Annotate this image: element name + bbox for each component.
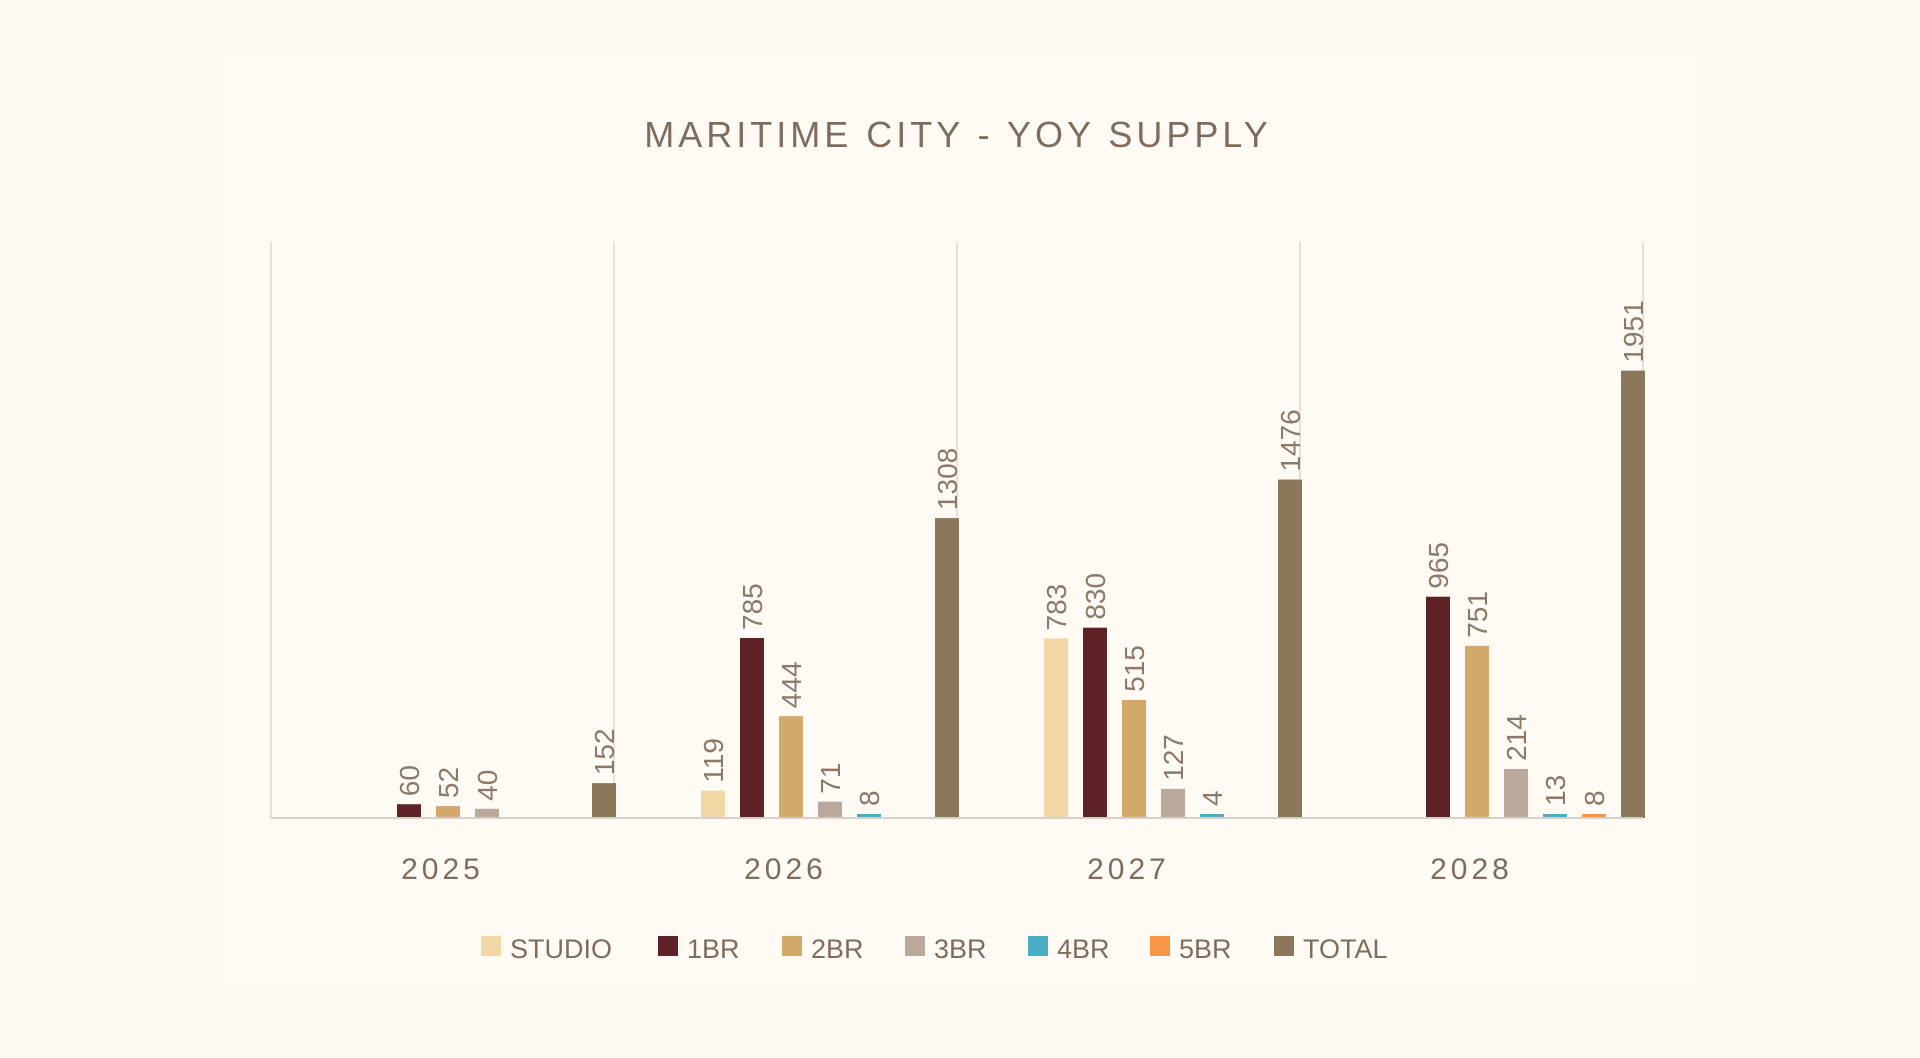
chart-title: MARITIME CITY - YOY SUPPLY [644,114,1271,155]
data-label-total-2027: 1476 [1275,409,1306,471]
data-label-1br-2027: 830 [1080,573,1111,620]
legend-label-4br: 4BR [1057,934,1110,964]
bar-2br-2025 [436,806,460,818]
bar-total-2028 [1621,370,1645,818]
legend-label-studio: STUDIO [510,934,612,964]
x-tick-2026: 2026 [744,853,827,886]
legend-label-1br: 1BR [687,934,740,964]
legend-label-2br: 2BR [811,934,864,964]
x-tick-2028: 2028 [1430,853,1513,886]
data-label-4br-2027: 4 [1197,790,1228,806]
x-tick-2027: 2027 [1087,853,1170,886]
legend-swatch-total [1274,936,1294,956]
legend-swatch-studio [481,936,501,956]
bar-1br-2027 [1083,627,1107,818]
data-label-studio-2026: 119 [698,738,729,783]
bar-1br-2028 [1426,596,1450,818]
bar-4br-2028 [1543,814,1567,818]
legend-label-5br: 5BR [1179,934,1232,964]
data-label-2br-2028: 751 [1462,591,1493,638]
bar-total-2027 [1278,479,1302,818]
bar-1br-2026 [740,637,764,818]
bars-group [397,370,1645,818]
bar-3br-2028 [1504,768,1528,818]
bar-3br-2025 [475,808,499,818]
data-label-2br-2026: 444 [776,661,807,708]
bar-2br-2027 [1122,699,1146,818]
data-label-5br-2028: 8 [1579,790,1610,806]
legend-swatch-3br [905,936,925,956]
legend-swatch-2br [782,936,802,956]
data-label-total-2026: 1308 [932,448,963,510]
bar-2br-2026 [779,716,803,818]
data-label-2br-2027: 515 [1119,645,1150,692]
bar-4br-2027 [1200,814,1224,818]
legend: STUDIO 1BR 2BR 3BR 4BR 5BR TOTAL [481,934,1388,964]
data-labels-group: 60 52 40 152 119 785 444 71 8 1308 783 830 515 127 4 14… [394,300,1649,806]
data-label-studio-2027: 783 [1041,584,1072,631]
legend-label-3br: 3BR [934,934,987,964]
data-label-1br-2026: 785 [737,583,768,630]
x-tick-2025: 2025 [401,853,484,886]
legend-swatch-4br [1028,936,1048,956]
data-label-4br-2028: 13 [1540,775,1571,806]
bar-3br-2026 [818,801,842,818]
data-label-4br-2026: 8 [854,790,885,806]
x-axis-tick-labels: 2025 2026 2027 2028 [401,853,1513,886]
data-label-1br-2028: 965 [1423,542,1454,589]
bar-studio-2026 [701,790,725,818]
bar-studio-2027 [1044,638,1068,818]
bar-4br-2026 [857,814,881,818]
bar-3br-2027 [1161,788,1185,818]
bar-2br-2028 [1465,645,1489,818]
bar-total-2025 [592,783,616,818]
data-label-total-2028: 1951 [1618,300,1649,362]
legend-swatch-5br [1150,936,1170,956]
data-label-3br-2025: 40 [472,770,503,801]
legend-label-total: TOTAL [1303,934,1388,964]
data-label-3br-2026: 71 [815,763,846,794]
plot-card [225,60,1695,985]
bar-total-2026 [935,518,959,818]
data-label-3br-2028: 214 [1501,714,1532,761]
data-label-1br-2025: 60 [394,765,425,796]
legend-swatch-1br [658,936,678,956]
bar-1br-2025 [397,804,421,818]
data-label-total-2025: 152 [589,728,620,775]
data-label-3br-2027: 127 [1158,734,1189,781]
data-label-2br-2025: 52 [433,767,464,798]
bar-5br-2028 [1582,814,1606,818]
